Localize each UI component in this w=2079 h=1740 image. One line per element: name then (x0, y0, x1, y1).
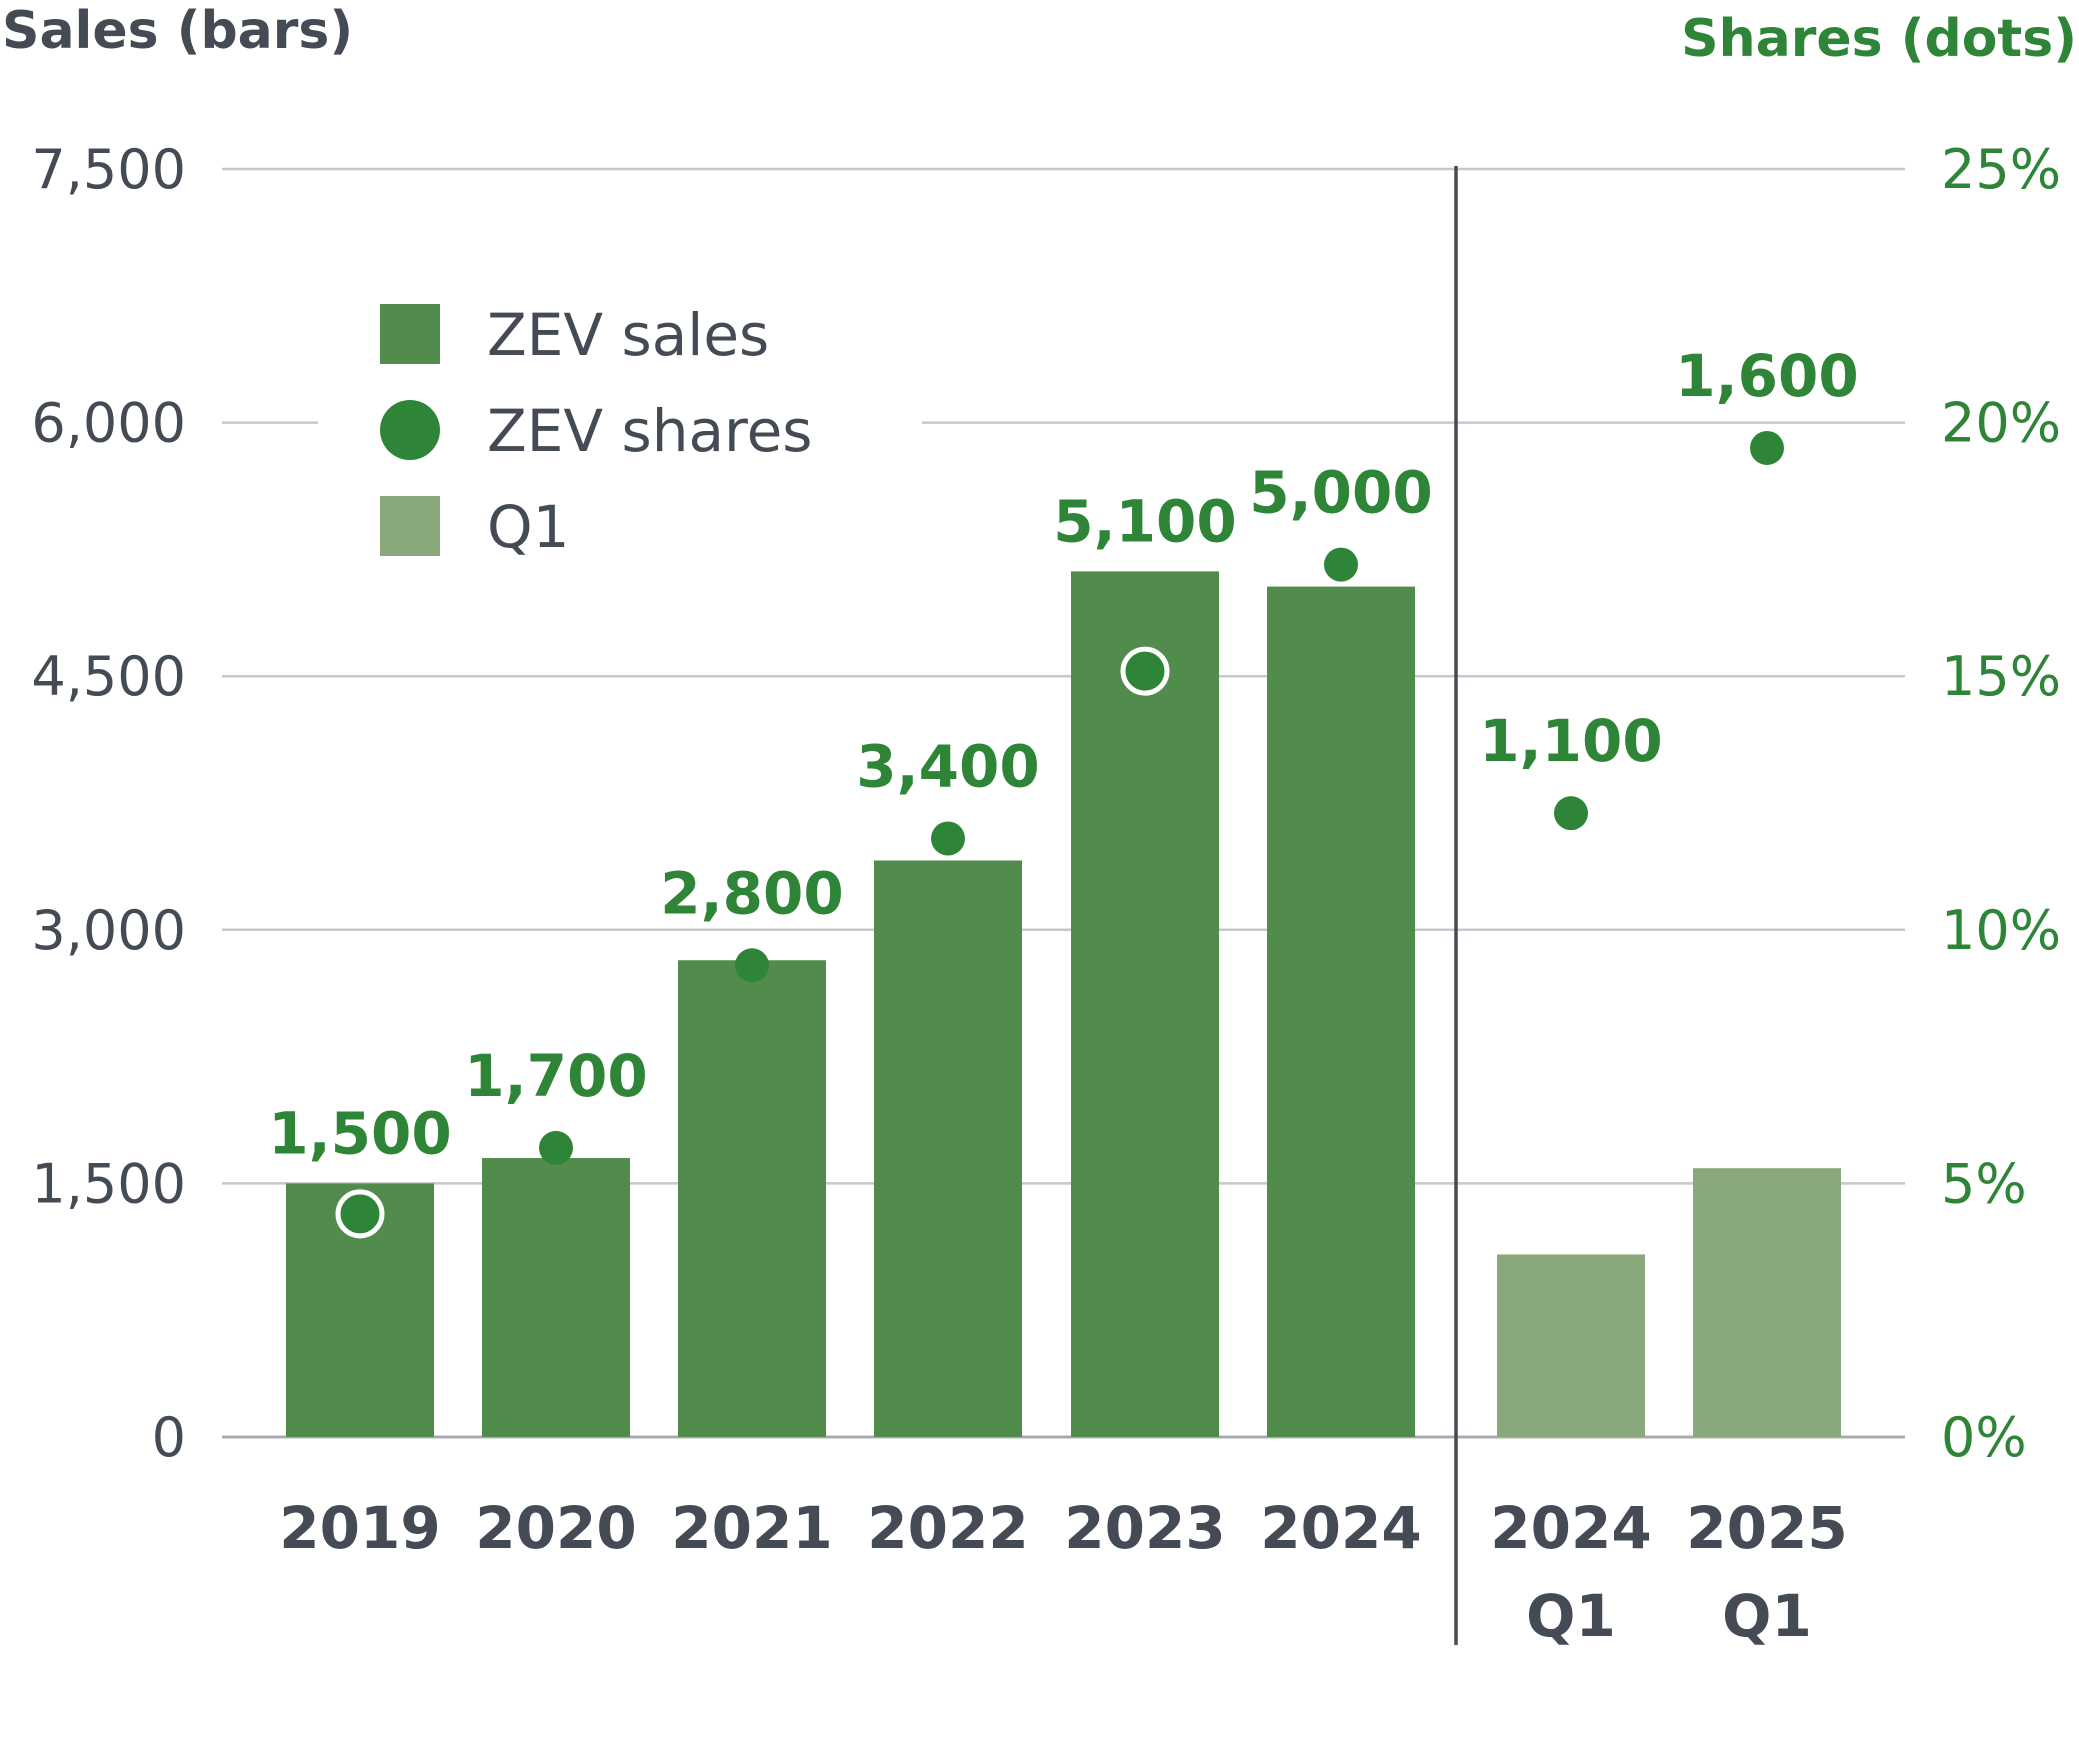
bar (678, 960, 826, 1437)
right-tick-label: 0% (1941, 1406, 2027, 1469)
legend-label: ZEV shares (487, 397, 813, 465)
right-tick-label: 15% (1941, 645, 2061, 708)
share-dot (1120, 646, 1170, 696)
legend-label: Q1 (487, 493, 570, 561)
bar (1693, 1168, 1841, 1437)
gridlines (222, 167, 1905, 1439)
share-dot (335, 1189, 385, 1239)
share-dot (1554, 796, 1588, 831)
bar-value-label: 2,800 (660, 859, 843, 927)
bar (1497, 1254, 1645, 1437)
axes: 0 0% 1,500 5% 3,000 10% 4,500 15% 6,000 20% 7,500 2… (2, 1, 2077, 1650)
category-label: Q1 (1526, 1582, 1616, 1650)
right-tick-label: 5% (1941, 1152, 2027, 1215)
bar (482, 1158, 630, 1437)
bar (1071, 571, 1219, 1437)
share-dot (1750, 430, 1784, 465)
bar-value-label: 1,500 (268, 1099, 451, 1167)
bar (874, 860, 1022, 1437)
bars (286, 571, 1841, 1437)
left-tick-label: 3,000 (31, 899, 186, 962)
share-dot (1324, 547, 1358, 582)
bar (1267, 586, 1415, 1437)
category-label: 2022 (867, 1494, 1028, 1562)
category-label: 2020 (475, 1494, 636, 1562)
category-label: 2023 (1064, 1494, 1225, 1562)
bar-value-label: 1,100 (1479, 707, 1662, 775)
bar-value-label: 1,700 (464, 1042, 647, 1110)
right-tick-label: 10% (1941, 899, 2061, 962)
left-tick-label: 6,000 (31, 392, 186, 455)
left-tick-label: 0 (152, 1406, 186, 1469)
legend: ZEV sales ZEV shares Q1 (380, 301, 813, 561)
category-label: Q1 (1722, 1582, 1812, 1650)
share-dot (931, 821, 965, 856)
share-dot (539, 1130, 573, 1165)
share-dots (335, 430, 1784, 1239)
left-axis-title: Sales (bars) (2, 1, 353, 61)
category-label: 2025 (1686, 1494, 1847, 1562)
bar-value-label: 1,600 (1675, 342, 1858, 410)
bar-value-label: 5,000 (1249, 459, 1432, 527)
right-tick-label: 20% (1941, 392, 2061, 455)
right-tick-label: 25% (1941, 138, 2061, 201)
left-tick-label: 7,500 (31, 138, 186, 201)
left-tick-label: 1,500 (31, 1152, 186, 1215)
category-label: 2024 (1260, 1494, 1421, 1562)
bar-value-label: 3,400 (856, 733, 1039, 801)
share-dot (735, 948, 769, 983)
right-axis-title: Shares (dots) (1681, 9, 2077, 69)
legend-marker-circle (380, 400, 440, 460)
legend-marker-square (380, 304, 440, 364)
legend-label: ZEV sales (487, 301, 769, 369)
legend-marker-square (380, 496, 440, 556)
left-tick-label: 4,500 (31, 645, 186, 708)
category-label: 2021 (671, 1494, 832, 1562)
category-label: 2024 (1490, 1494, 1651, 1562)
bar-value-label: 5,100 (1053, 487, 1236, 555)
category-label: 2019 (279, 1494, 440, 1562)
